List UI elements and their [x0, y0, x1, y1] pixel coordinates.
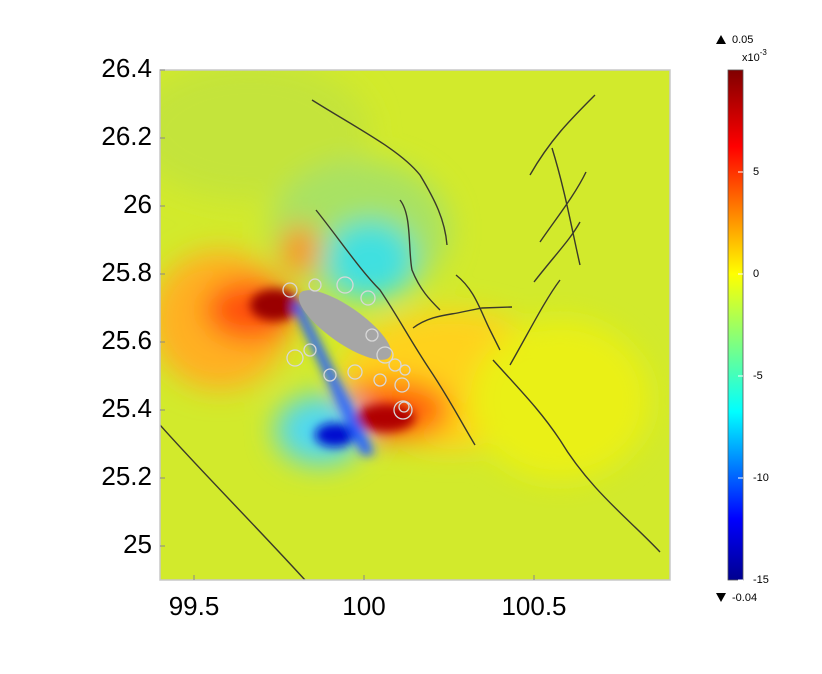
min-marker [716, 593, 726, 602]
y-tick-label: 25.4 [101, 393, 152, 423]
colorbar-exponent: -3 [760, 48, 768, 57]
y-tick-label: 26.2 [101, 121, 152, 151]
y-tick-label: 26.4 [101, 53, 152, 83]
colorbar-tick-label: 5 [753, 166, 759, 178]
max-marker [716, 35, 726, 44]
seismicity [282, 276, 413, 420]
y-tick-label: 26 [123, 189, 152, 219]
y-tick-label: 25.2 [101, 461, 152, 491]
field [160, 70, 670, 580]
fault-lines [160, 94, 661, 580]
colorbar-tick-label: 0 [753, 268, 759, 280]
plot-frame [159, 69, 671, 581]
colorbar-unit-base: x10 [742, 52, 760, 64]
colorbar-tick-label: -10 [753, 472, 769, 484]
y-tick-label: 25.6 [101, 325, 152, 355]
y-tick-label: 25.8 [101, 257, 152, 287]
colorbar [727, 69, 744, 581]
x-tick-label: 99.5 [169, 591, 220, 621]
colorbar-tick-label: -15 [753, 574, 769, 586]
x-tick-label: 100.5 [501, 591, 566, 621]
colorbar-unit: x10-3 [742, 48, 767, 64]
y-tick-label: 25 [123, 529, 152, 559]
x-tick-label: 100 [342, 591, 385, 621]
colorbar-max: 0.05 [732, 34, 753, 46]
colorbar-tick-label: -5 [753, 370, 763, 382]
colorbar-min: -0.04 [732, 592, 757, 604]
